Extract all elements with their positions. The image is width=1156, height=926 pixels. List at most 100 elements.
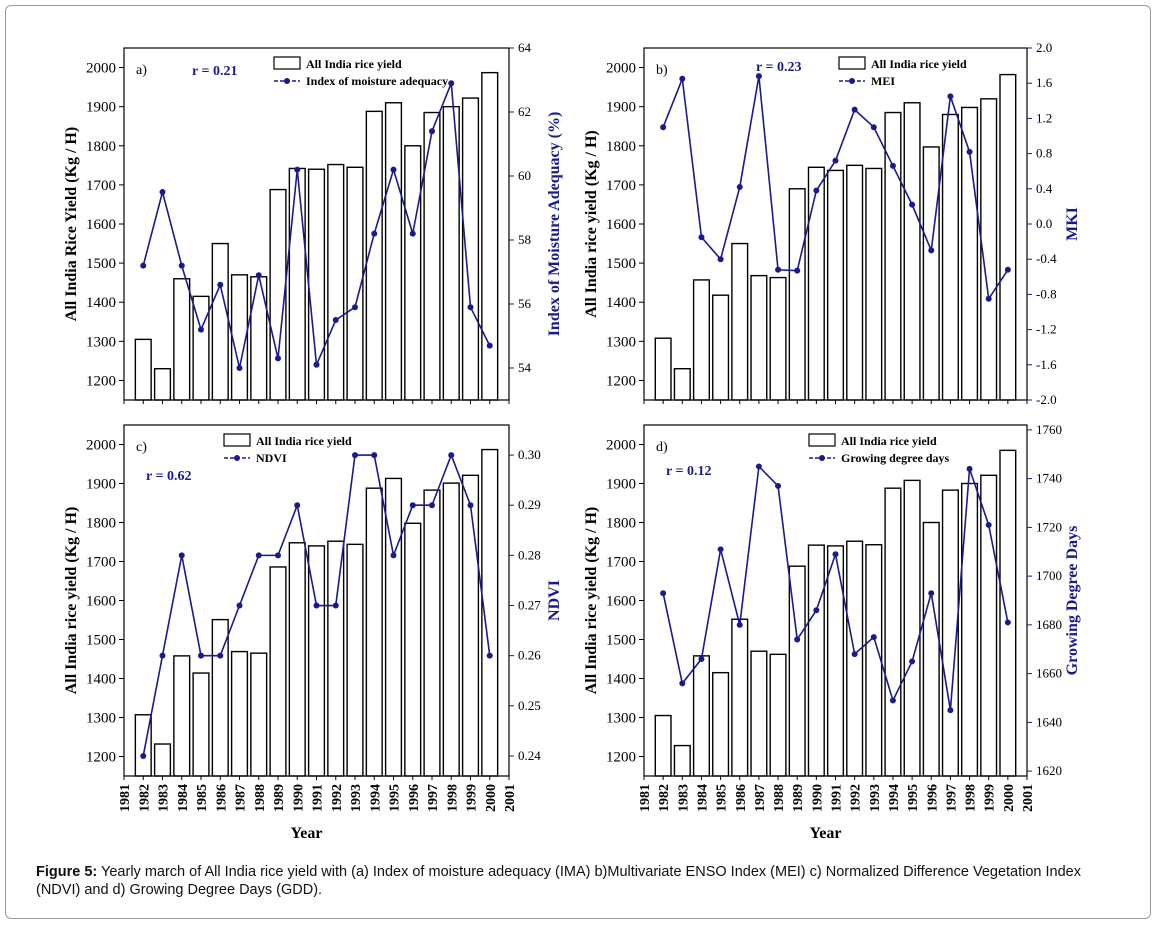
series-point (966, 465, 973, 472)
x-tick-label: 1990 (291, 784, 306, 812)
y-tick-label: 1800 (606, 516, 636, 532)
yield-bar (269, 566, 287, 777)
series-point (947, 707, 954, 714)
y-tick-label: 1400 (606, 672, 636, 688)
chart-panel-2: 1200 1300 1400 1500 1600 1700 1800 1900 2000 -2.0… (583, 40, 1081, 407)
series-point (409, 502, 416, 509)
series-point (371, 230, 378, 237)
x-tick-label: 1998 (445, 784, 460, 812)
y2-tick-label: 1640 (1036, 714, 1062, 729)
y-tick-label: 1600 (606, 217, 636, 233)
panel-label: c) (136, 440, 147, 455)
legend-line-label: Index of moisture adequacy (306, 74, 448, 88)
caption-text: Yearly march of All India rice yield wit… (36, 864, 1081, 898)
series-point (236, 365, 243, 371)
y-tick-label: 2000 (606, 438, 636, 454)
y2-tick-label: -1.6 (1036, 357, 1057, 372)
y-tick-label: 2000 (86, 438, 116, 454)
series-point (467, 502, 474, 509)
series-point (140, 262, 147, 269)
y-axis-title: All India rice yield (Kg / H) (583, 507, 600, 695)
series-point (775, 482, 782, 489)
y-tick-label: 1200 (86, 750, 116, 766)
series-point (909, 201, 916, 208)
yield-bar (673, 744, 691, 777)
series-point (832, 551, 839, 558)
yield-bar (230, 650, 249, 777)
yield-bar (692, 655, 711, 777)
series-point (698, 234, 705, 241)
legend-bar-swatch (223, 433, 251, 447)
y2-tick-label: -1.2 (1036, 322, 1057, 337)
y2-tick-label: 1700 (1036, 568, 1062, 583)
yield-bar (461, 474, 480, 777)
panel-label: b) (656, 63, 668, 78)
series-point (448, 452, 455, 459)
series-point (794, 267, 801, 274)
yield-bar (673, 368, 691, 401)
yield-bar (712, 671, 730, 777)
yield-bar (346, 543, 364, 777)
yield-bar (941, 113, 959, 401)
x-tick-label: 1982 (657, 784, 672, 812)
y2-tick-label: 0.24 (518, 748, 541, 763)
series-point (486, 652, 493, 659)
y2-axis-title: Growing Degree Days (1064, 526, 1081, 676)
y2-tick-label: 2.0 (1036, 40, 1052, 55)
y2-tick-label: 1.2 (1036, 110, 1052, 125)
legend-line-label: Growing degree days (841, 451, 950, 465)
series-point (909, 658, 916, 665)
yield-bar (846, 164, 864, 401)
series-point (294, 166, 301, 173)
series-point (813, 607, 820, 614)
y-tick-label: 1300 (606, 711, 636, 727)
series-point (832, 157, 839, 164)
legend-bar-label: All India rice yield (306, 57, 402, 71)
yield-bar (404, 145, 422, 401)
yield-bar (327, 163, 345, 401)
y-tick-label: 1800 (86, 139, 116, 155)
y2-tick-label: -0.8 (1036, 286, 1057, 301)
yield-bar (769, 653, 787, 777)
x-tick-label: 1984 (176, 784, 191, 812)
correlation-text: r = 0.21 (192, 64, 237, 79)
yield-bar (807, 544, 825, 777)
series-point (851, 106, 858, 113)
x-tick-label: 1993 (349, 784, 364, 812)
series-point (332, 602, 339, 609)
y-tick-label: 1600 (86, 594, 116, 610)
correlation-text: r = 0.62 (146, 469, 191, 484)
y-tick-label: 1300 (86, 334, 116, 350)
yield-bar (654, 714, 672, 777)
y-tick-label: 1400 (86, 295, 116, 311)
yield-bar (134, 338, 152, 401)
x-tick-label: 1993 (868, 784, 883, 812)
series-point (159, 652, 166, 659)
y2-tick-label: 0.8 (1036, 146, 1052, 161)
y-tick-label: 1900 (606, 100, 636, 116)
series-point (985, 295, 992, 302)
yield-bar (173, 278, 191, 401)
series-point (486, 342, 493, 349)
series-point (178, 552, 185, 559)
series-point (236, 602, 243, 609)
x-tick-label: 1996 (925, 784, 940, 812)
y2-tick-label: 0.25 (518, 698, 541, 713)
chart-panel-1: 1200 1300 1400 1500 1600 1700 1800 1900 2000 54 56… (63, 40, 563, 404)
series-point (1004, 266, 1011, 273)
legend-bar-swatch (838, 56, 866, 70)
yield-bar (750, 650, 768, 777)
series-point (755, 463, 762, 470)
y-tick-label: 1200 (606, 373, 636, 389)
y2-tick-label: 54 (518, 360, 532, 375)
yield-bar (442, 482, 460, 777)
y2-tick-label: 62 (518, 104, 531, 119)
series-point (275, 552, 281, 559)
series-point (255, 272, 262, 279)
series-point (660, 124, 667, 131)
yield-bar (750, 274, 768, 401)
y2-tick-label: 0.28 (518, 547, 541, 562)
yield-bar (404, 522, 422, 777)
yield-bar (712, 294, 730, 401)
